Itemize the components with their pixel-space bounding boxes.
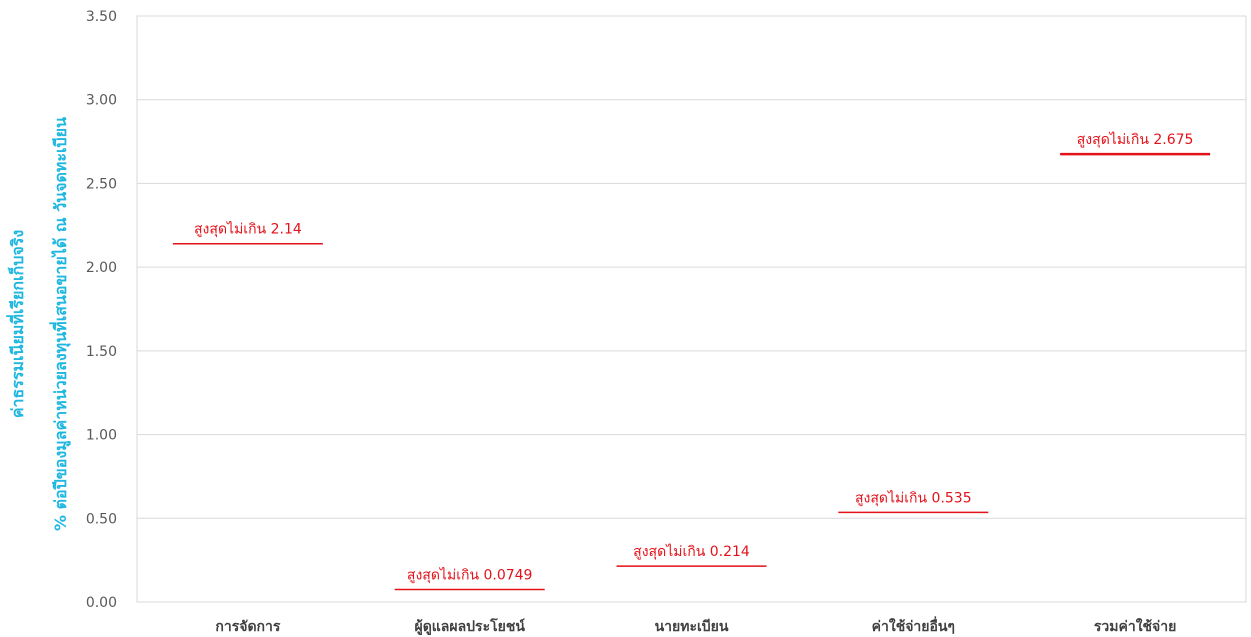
y-tick-label: 0.50 [86,511,117,527]
plot-area [136,15,1247,603]
data-labels: สูงสุดไม่เกิน 2.14 สูงสุดไม่เกิน 0.0749 สู… [194,131,1193,583]
data-label: สูงสุดไม่เกิน 0.535 [855,489,972,506]
y-tick-label: 3.50 [86,9,117,25]
axes: 0.00 0.50 1.00 1.50 2.00 2.50 3.00 3.50 การจัดกา… [86,9,1176,635]
y-tick-label: 3.00 [86,93,117,109]
x-tick-label: รวมค่าใช้จ่าย [1094,617,1176,635]
data-label: สูงสุดไม่เกิน 0.214 [633,543,750,560]
x-tick-label: ผู้ดูแลผลประโยชน์ [414,617,525,635]
y-tick-label: 1.50 [86,344,117,360]
y-tick-label: 2.50 [86,176,117,192]
x-tick-label: นายทะเบียน [655,619,729,635]
y-axis-title: ค่าธรรมเนียมที่เรียกเก็บจริง % ต่อปีของมู… [6,117,72,531]
x-tick-label: ค่าใช้จ่ายอื่นๆ [872,616,955,635]
y-tick-label: 2.00 [86,260,117,276]
y-tick-label: 0.00 [86,595,117,611]
y-tick-label: 1.00 [86,428,117,444]
x-tick-label: การจัดการ [215,619,280,635]
limit-markers [172,152,1211,591]
data-label: สูงสุดไม่เกิน 2.675 [1077,131,1194,148]
data-label: สูงสุดไม่เกิน 0.0749 [407,566,533,583]
y-axis-title-line: ค่าธรรมเนียมที่เรียกเก็บจริง [6,230,27,418]
gridlines [136,15,1247,603]
y-axis-title-line: % ต่อปีของมูลค่าหน่วยลงทุนที่เสนอขายได้ … [49,117,72,531]
data-label: สูงสุดไม่เกิน 2.14 [194,221,302,238]
